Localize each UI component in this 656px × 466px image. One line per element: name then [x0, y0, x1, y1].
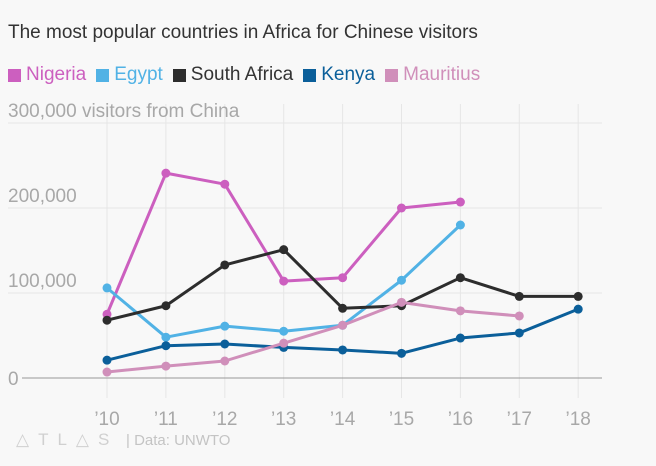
legend-swatch — [8, 68, 21, 82]
x-tick-label: ’15 — [389, 409, 414, 430]
data-point-mauritius — [514, 311, 524, 321]
data-point-south-africa — [573, 291, 583, 301]
data-point-egypt — [279, 326, 289, 336]
data-point-nigeria — [279, 276, 289, 286]
data-point-kenya — [573, 304, 583, 314]
y-tick-label: 200,000 — [8, 186, 77, 207]
data-source: | Data: UNWTO — [126, 432, 231, 449]
data-point-egypt — [102, 283, 112, 293]
legend-item-kenya: Kenya — [303, 64, 375, 86]
data-point-kenya — [161, 341, 171, 351]
data-point-south-africa — [279, 245, 289, 255]
legend-label: South Africa — [190, 64, 294, 85]
legend-label: Nigeria — [26, 64, 87, 85]
data-point-nigeria — [338, 273, 348, 283]
legend-label: Egypt — [114, 64, 163, 85]
legend-swatch — [172, 68, 186, 82]
data-point-south-africa — [455, 273, 465, 283]
chart-title: The most popular countries in Africa for… — [8, 22, 478, 43]
data-point-mauritius — [220, 356, 230, 366]
legend-item-egypt: Egypt — [96, 64, 163, 86]
legend-item-nigeria: Nigeria — [8, 64, 86, 86]
data-point-south-africa — [338, 303, 348, 313]
atlas-logo: △TL△S — [16, 430, 119, 449]
data-point-kenya — [514, 328, 524, 338]
data-point-kenya — [338, 345, 348, 355]
data-point-south-africa — [161, 301, 171, 311]
data-point-kenya — [220, 339, 230, 349]
x-tick-label: ’14 — [330, 409, 356, 430]
legend-label: Mauritius — [403, 64, 481, 85]
x-tick-label: ’12 — [212, 409, 237, 430]
legend: Nigeria Egypt South Africa Kenya Mauritius — [8, 64, 480, 86]
data-point-mauritius — [279, 338, 289, 348]
x-tick-label: ’11 — [154, 409, 178, 430]
legend-label: Kenya — [321, 64, 376, 85]
data-point-kenya — [397, 348, 406, 358]
data-point-mauritius — [338, 320, 348, 330]
data-point-egypt — [455, 220, 465, 230]
legend-item-south-africa: South Africa — [172, 64, 294, 86]
data-point-mauritius — [397, 297, 406, 307]
legend-item-mauritius: Mauritius — [385, 64, 480, 86]
data-point-nigeria — [161, 168, 171, 178]
legend-swatch — [96, 68, 110, 82]
x-tick-label: ’10 — [94, 409, 119, 430]
legend-swatch — [385, 68, 399, 82]
x-tick-label: ’18 — [566, 409, 591, 430]
data-point-kenya — [455, 333, 465, 343]
data-point-nigeria — [455, 197, 465, 207]
data-point-mauritius — [161, 361, 171, 371]
x-tick-label: ’17 — [507, 409, 532, 430]
y-tick-label: 100,000 — [8, 271, 77, 292]
series-line-mauritius — [106, 300, 520, 374]
data-point-egypt — [220, 321, 230, 331]
data-point-kenya — [102, 355, 112, 365]
x-tick-label: ’13 — [271, 409, 296, 430]
y-tick-label: 0 — [8, 369, 19, 390]
y-tick-label: 300,000 visitors from China — [8, 101, 240, 122]
data-point-south-africa — [220, 260, 230, 270]
data-point-south-africa — [102, 315, 112, 325]
data-point-south-africa — [514, 291, 524, 301]
legend-swatch — [303, 68, 317, 82]
data-point-egypt — [397, 275, 406, 285]
data-point-egypt — [161, 332, 171, 342]
data-point-nigeria — [220, 179, 230, 189]
data-point-mauritius — [102, 367, 112, 377]
x-tick-label: ’16 — [448, 409, 473, 430]
data-point-mauritius — [455, 306, 465, 316]
data-point-nigeria — [397, 203, 406, 213]
